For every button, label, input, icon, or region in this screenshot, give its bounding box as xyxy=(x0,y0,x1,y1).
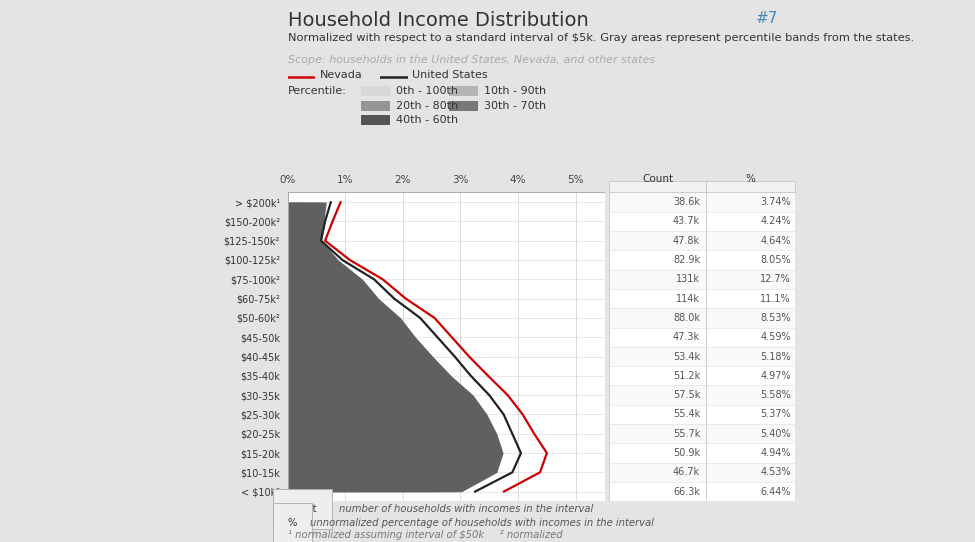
Text: Scope: households in the United States, Nevada, and other states: Scope: households in the United States, … xyxy=(288,55,655,65)
Text: ¹ normalized assuming interval of $50k     ² normalized: ¹ normalized assuming interval of $50k ²… xyxy=(288,531,563,540)
Text: 5.37%: 5.37% xyxy=(760,409,791,420)
Bar xyxy=(609,250,795,269)
Bar xyxy=(609,212,795,231)
Text: Household Income Distribution: Household Income Distribution xyxy=(288,11,588,30)
Text: 40th - 60th: 40th - 60th xyxy=(396,115,458,125)
Bar xyxy=(609,308,795,327)
Text: 57.5k: 57.5k xyxy=(673,390,700,400)
Bar xyxy=(609,269,795,289)
Text: 4.94%: 4.94% xyxy=(760,448,791,458)
Text: 4.59%: 4.59% xyxy=(760,332,791,342)
Text: 4.64%: 4.64% xyxy=(760,236,791,246)
Text: 3.74%: 3.74% xyxy=(760,197,791,207)
Bar xyxy=(609,289,795,308)
Text: 4.53%: 4.53% xyxy=(760,467,791,478)
Bar xyxy=(609,366,795,385)
Bar xyxy=(609,327,795,347)
Text: 10th - 90th: 10th - 90th xyxy=(484,86,546,96)
Text: Count: Count xyxy=(642,174,673,184)
Bar xyxy=(609,231,795,250)
Text: 30th - 70th: 30th - 70th xyxy=(484,101,546,111)
Text: 11.1%: 11.1% xyxy=(760,294,791,304)
Bar xyxy=(609,192,795,212)
Text: 51.2k: 51.2k xyxy=(673,371,700,381)
Text: Normalized with respect to a standard interval of $5k. Gray areas represent perc: Normalized with respect to a standard in… xyxy=(288,33,914,42)
Text: 114k: 114k xyxy=(676,294,700,304)
Text: 20th - 80th: 20th - 80th xyxy=(396,101,458,111)
Text: 53.4k: 53.4k xyxy=(673,352,700,362)
Bar xyxy=(609,463,795,482)
Text: 5.18%: 5.18% xyxy=(760,352,791,362)
Text: 38.6k: 38.6k xyxy=(673,197,700,207)
Bar xyxy=(609,181,706,192)
Text: Percentile:: Percentile: xyxy=(288,86,346,96)
Text: 5.58%: 5.58% xyxy=(760,390,791,400)
Text: 0th - 100th: 0th - 100th xyxy=(396,86,458,96)
Text: 4.24%: 4.24% xyxy=(760,216,791,227)
Text: 8.05%: 8.05% xyxy=(760,255,791,265)
Text: number of households with incomes in the interval: number of households with incomes in the… xyxy=(339,505,594,514)
Text: 131k: 131k xyxy=(676,274,700,285)
Text: 5.40%: 5.40% xyxy=(760,429,791,439)
Bar xyxy=(609,347,795,366)
Text: 43.7k: 43.7k xyxy=(673,216,700,227)
Text: 50.9k: 50.9k xyxy=(673,448,700,458)
Bar xyxy=(609,443,795,463)
Bar xyxy=(706,181,795,192)
Text: 82.9k: 82.9k xyxy=(673,255,700,265)
Text: %: % xyxy=(745,174,755,184)
Bar xyxy=(609,482,795,501)
Bar xyxy=(609,385,795,405)
Text: 55.7k: 55.7k xyxy=(673,429,700,439)
Text: unnormalized percentage of households with incomes in the interval: unnormalized percentage of households wi… xyxy=(310,518,654,528)
Text: #7: #7 xyxy=(756,11,778,26)
Text: 12.7%: 12.7% xyxy=(760,274,791,285)
Text: United States: United States xyxy=(412,70,488,80)
Text: Nevada: Nevada xyxy=(320,70,363,80)
Text: %: % xyxy=(288,518,297,528)
Bar xyxy=(609,405,795,424)
Text: 47.8k: 47.8k xyxy=(673,236,700,246)
Text: 47.3k: 47.3k xyxy=(673,332,700,342)
Text: 6.44%: 6.44% xyxy=(760,487,791,496)
Text: 55.4k: 55.4k xyxy=(673,409,700,420)
Text: 46.7k: 46.7k xyxy=(673,467,700,478)
Bar xyxy=(609,424,795,443)
Text: 4.97%: 4.97% xyxy=(760,371,791,381)
Text: Count: Count xyxy=(288,505,317,514)
Text: 88.0k: 88.0k xyxy=(673,313,700,323)
Text: 66.3k: 66.3k xyxy=(673,487,700,496)
Text: 8.53%: 8.53% xyxy=(760,313,791,323)
